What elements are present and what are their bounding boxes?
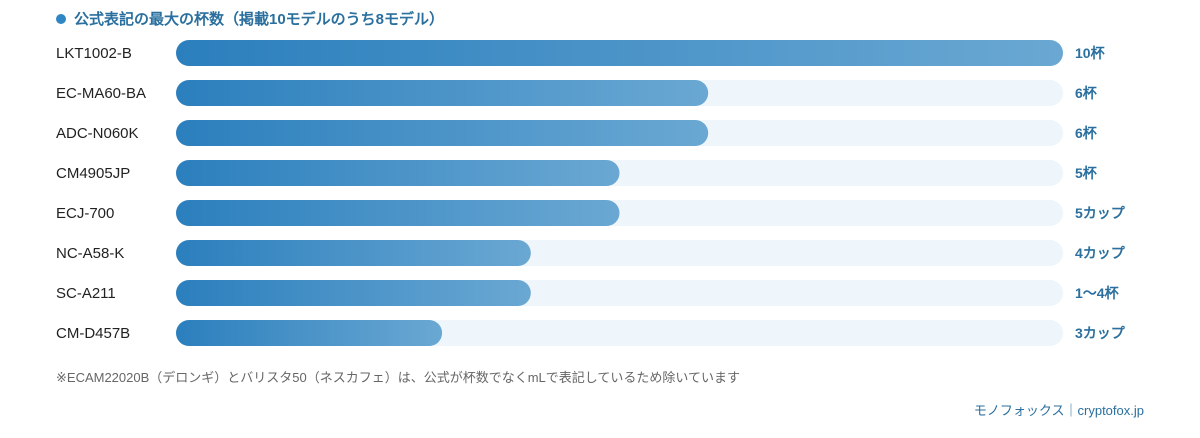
source-credit: モノフォックス｜cryptofox.jp xyxy=(973,403,1144,418)
value-label: 3カップ xyxy=(1075,325,1126,341)
value-label: 6杯 xyxy=(1075,85,1098,101)
bar xyxy=(176,280,531,306)
bar-row: CM-D457B 3カップ xyxy=(56,320,1126,346)
bar xyxy=(176,200,620,226)
bar-row: EC-MA60-BA 6杯 xyxy=(56,80,1098,106)
footnote: ※ECAM22020B（デロンギ）とバリスタ50（ネスカフェ）は、公式が杯数でな… xyxy=(56,370,741,385)
value-label: 4カップ xyxy=(1075,245,1126,261)
bar-row: LKT1002-B 10杯 xyxy=(56,40,1106,66)
bar-row: ADC-N060K 6杯 xyxy=(56,120,1098,146)
category-label: ECJ-700 xyxy=(56,205,114,222)
bar xyxy=(176,120,709,146)
value-label: 10杯 xyxy=(1075,45,1106,61)
value-label: 1〜4杯 xyxy=(1075,285,1120,301)
category-label: SC-A211 xyxy=(56,285,116,302)
value-label: 5杯 xyxy=(1075,165,1098,181)
chart-title: 公式表記の最大の杯数（掲載10モデルのうち8モデル） xyxy=(56,8,444,29)
bar xyxy=(176,320,443,346)
category-label: LKT1002-B xyxy=(56,45,132,62)
bar-row: CM4905JP 5杯 xyxy=(56,160,1098,186)
bar-row: SC-A211 1〜4杯 xyxy=(56,280,1120,306)
bar xyxy=(176,40,1063,66)
bar-row: NC-A58-K 4カップ xyxy=(56,240,1126,266)
chart-title-text: 公式表記の最大の杯数（掲載10モデルのうち8モデル） xyxy=(74,11,445,28)
category-label: NC-A58-K xyxy=(56,245,124,262)
bullet-dot-icon xyxy=(56,13,66,24)
category-label: ADC-N060K xyxy=(56,125,139,142)
category-label: CM4905JP xyxy=(56,165,130,182)
value-label: 6杯 xyxy=(1075,125,1098,141)
bar xyxy=(176,80,709,106)
category-label: EC-MA60-BA xyxy=(56,85,146,102)
value-label: 5カップ xyxy=(1075,205,1126,221)
category-label: CM-D457B xyxy=(56,325,130,342)
bar xyxy=(176,160,620,186)
bar xyxy=(176,240,531,266)
bar-row: ECJ-700 5カップ xyxy=(56,200,1126,226)
